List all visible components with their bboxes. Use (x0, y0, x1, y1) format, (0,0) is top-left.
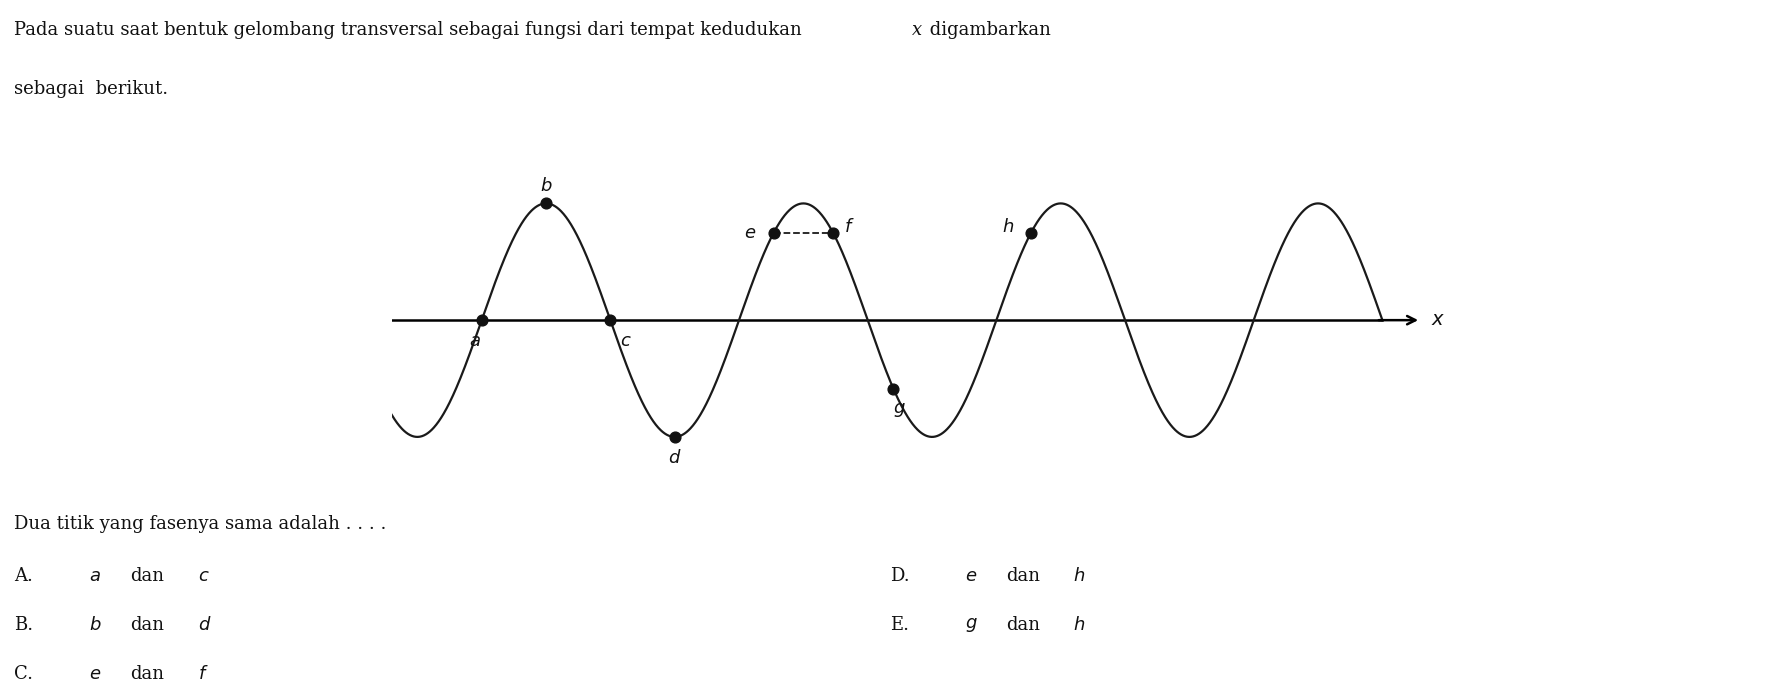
Point (879, 383, 908, 395)
Text: $f$: $f$ (844, 218, 854, 236)
Text: $a$: $a$ (89, 567, 101, 585)
Text: $h$: $h$ (1073, 616, 1086, 634)
Text: $d$: $d$ (198, 616, 212, 634)
Text: B.: B. (14, 616, 34, 634)
Text: sebagai  berikut.: sebagai berikut. (14, 80, 169, 98)
Point (760, 227, 789, 238)
Text: $d$: $d$ (668, 449, 682, 467)
Text: $c$: $c$ (619, 332, 632, 350)
Text: C.: C. (14, 665, 34, 683)
Text: $e$: $e$ (965, 567, 977, 585)
Text: $c$: $c$ (198, 567, 210, 585)
Text: $e$: $e$ (89, 665, 101, 683)
Text: dan: dan (1006, 567, 1040, 585)
Text: E.: E. (890, 616, 910, 634)
Text: $e$: $e$ (744, 223, 756, 242)
Text: $h$: $h$ (1073, 567, 1086, 585)
Point (532, 198, 561, 209)
Text: digambarkan: digambarkan (924, 21, 1052, 39)
Text: $x$: $x$ (1431, 311, 1445, 329)
Text: $f$: $f$ (198, 665, 208, 683)
Text: A.: A. (14, 567, 34, 585)
Text: $b$: $b$ (539, 177, 552, 195)
Text: dan: dan (1006, 616, 1040, 634)
Text: dan: dan (130, 567, 164, 585)
Text: $b$: $b$ (89, 616, 101, 634)
Text: $a$: $a$ (470, 332, 481, 350)
Text: D.: D. (890, 567, 910, 585)
Text: Pada suatu saat bentuk gelombang transversal sebagai fungsi dari tempat keduduka: Pada suatu saat bentuk gelombang transve… (14, 21, 808, 39)
Point (596, 315, 625, 326)
Text: Pada suatu saat bentuk gelombang transversal sebagai fungsi dari tempat keduduka: Pada suatu saat bentuk gelombang transve… (14, 21, 945, 39)
Point (819, 227, 847, 238)
Text: $h$: $h$ (1002, 218, 1015, 236)
Point (1016, 227, 1045, 238)
Point (660, 432, 689, 443)
Text: dan: dan (130, 616, 164, 634)
Text: x: x (911, 21, 922, 39)
Text: $g$: $g$ (965, 616, 977, 634)
Text: dan: dan (130, 665, 164, 683)
Text: Dua titik yang fasenya sama adalah . . . .: Dua titik yang fasenya sama adalah . . .… (14, 515, 386, 533)
Text: $g$: $g$ (894, 401, 906, 419)
Point (468, 315, 497, 326)
